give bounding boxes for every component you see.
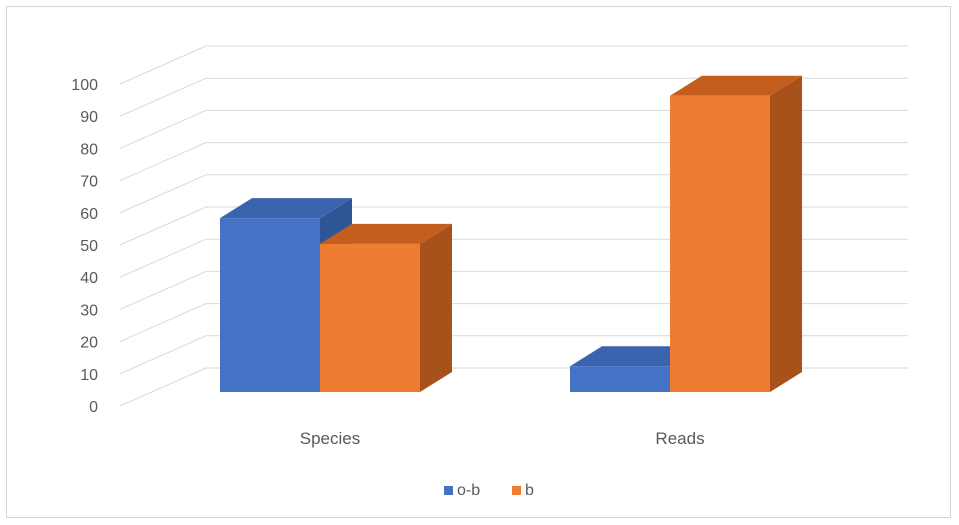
bar-side xyxy=(770,75,802,392)
bar-top xyxy=(220,198,352,219)
side-gridline xyxy=(119,77,207,117)
y-tick-label: 0 xyxy=(89,399,98,416)
y-tick-label: 40 xyxy=(80,270,98,287)
legend-label: b xyxy=(525,482,534,499)
side-gridline xyxy=(119,335,207,375)
y-tick-label: 90 xyxy=(80,109,98,126)
legend-label: o-b xyxy=(457,482,480,499)
y-tick-label: 70 xyxy=(80,174,98,191)
side-gridline xyxy=(119,238,207,278)
category-label: Reads xyxy=(655,429,704,448)
bar-side xyxy=(420,223,452,392)
y-tick-label: 100 xyxy=(71,77,98,94)
side-gridline xyxy=(119,303,207,343)
bar xyxy=(220,218,320,392)
side-gridline xyxy=(119,367,207,407)
y-tick-label: 50 xyxy=(80,238,98,255)
category-label: Species xyxy=(300,429,360,448)
y-tick-label: 80 xyxy=(80,141,98,158)
y-tick-label: 30 xyxy=(80,302,98,319)
side-gridline xyxy=(119,174,207,214)
side-gridline xyxy=(119,45,207,85)
bar-top xyxy=(570,346,702,367)
y-tick-label: 10 xyxy=(80,367,98,384)
legend-swatch xyxy=(444,486,453,495)
bar xyxy=(570,366,670,392)
bar xyxy=(320,243,420,392)
bar xyxy=(670,95,770,392)
y-tick-label: 20 xyxy=(80,335,98,352)
side-gridline xyxy=(119,270,207,310)
legend-swatch xyxy=(512,486,521,495)
side-gridline xyxy=(119,109,207,149)
y-tick-label: 60 xyxy=(80,206,98,223)
bar-top xyxy=(320,223,452,244)
bar-top xyxy=(670,75,802,96)
side-gridline xyxy=(119,206,207,246)
side-gridline xyxy=(119,142,207,182)
